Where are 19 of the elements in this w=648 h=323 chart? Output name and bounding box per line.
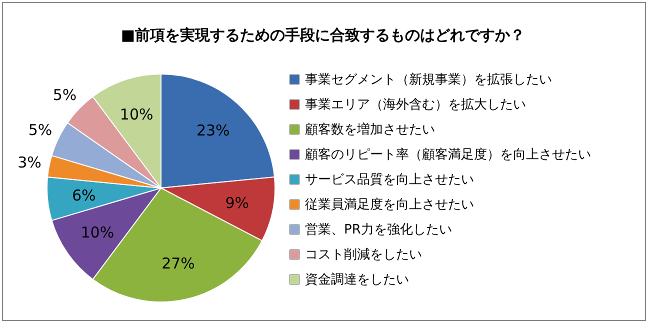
legend-label: 事業セグメント（新規事業）を拡張したい <box>305 72 552 88</box>
legend-label: 従業員満足度を向上させたい <box>305 196 474 212</box>
data-label: 5% <box>52 86 77 104</box>
data-label: 3% <box>18 153 42 172</box>
data-label: 6% <box>72 186 96 204</box>
data-label: 9% <box>225 194 249 212</box>
data-label: 5% <box>28 120 52 139</box>
data-label: 23% <box>196 122 230 140</box>
legend-label: 営業、PR力を強化したい <box>305 222 452 238</box>
legend-label: サービス品質を向上させたい <box>305 172 474 188</box>
legend-label: 顧客数を増加させたい <box>305 122 435 138</box>
legend-label: 顧客のリピート率（顧客満足度）を向上させたい <box>305 146 591 162</box>
legend-label: 事業エリア（海外含む）を拡大したい <box>305 98 526 112</box>
legend-label: コスト削減をしたい <box>305 248 422 262</box>
chart-title: ■前項を実現するための手段に合致するものはどれですか？ <box>120 26 526 44</box>
data-label: 10% <box>80 223 114 242</box>
data-label: 10% <box>120 105 154 124</box>
data-label: 27% <box>162 254 195 273</box>
legend-label: 資金調達をしたい <box>305 272 409 288</box>
